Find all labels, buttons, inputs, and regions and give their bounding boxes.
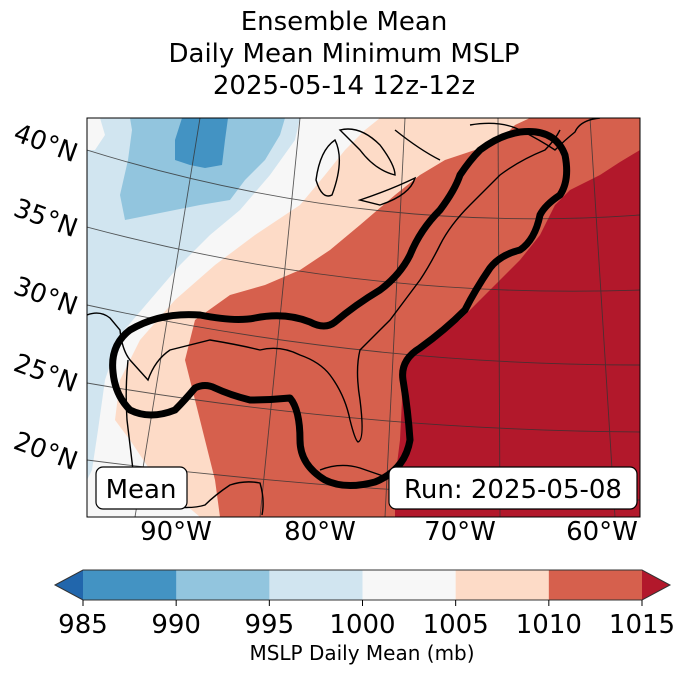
field-1015-plus [395, 150, 640, 517]
title-line-1: Ensemble Mean [240, 7, 448, 37]
colorbar-segment-1000-1005 [362, 570, 457, 600]
lat-label-40: 40°N [10, 118, 82, 169]
colorbar-extend-under [55, 570, 83, 600]
field-985-990 [175, 118, 228, 168]
mean-label: Mean [106, 475, 177, 505]
colorbar-tick-label-990: 990 [151, 610, 201, 640]
coastline-canada-maritimes [469, 118, 601, 151]
lat-label-25: 25°N [10, 348, 82, 399]
coastline-great-lakes [315, 128, 441, 206]
colorbar-segment-995-1000 [269, 570, 363, 600]
map-panel [87, 118, 640, 517]
colorbar-segment-990-995 [176, 570, 270, 600]
gridline-lat-40 [87, 149, 640, 220]
coastline-us-east-gulf [87, 129, 561, 443]
colorbar-tick-label-1000: 1000 [329, 610, 395, 640]
lon-label-80w: 80°W [284, 517, 356, 547]
lat-label-20: 20°N [10, 426, 82, 477]
title-line-3: 2025-05-14 12z-12z [212, 71, 476, 101]
map-frame [86, 117, 641, 518]
colorbar-segment-1010-1015 [548, 570, 643, 600]
run-label: Run: 2025-05-08 [404, 475, 622, 505]
lon-label-60w: 60°W [566, 517, 638, 547]
colorbar-segment-1005-1010 [455, 570, 550, 600]
gridline-lon-65 [589, 118, 616, 517]
colorbar-tick-label-1010: 1010 [516, 610, 582, 640]
lon-label-90w: 90°W [140, 517, 212, 547]
gridline-lat-35 [87, 226, 640, 292]
title-line-2: Daily Mean Minimum MSLP [168, 39, 520, 69]
mean-label-box: Mean [95, 466, 188, 510]
colorbar-extend-over [642, 570, 670, 600]
lat-label-35: 35°N [10, 193, 82, 244]
run-label-box: Run: 2025-05-08 [388, 466, 638, 510]
colorbar-tick-label-1005: 1005 [423, 610, 489, 640]
lat-label-30: 30°N [10, 271, 82, 322]
field-990-995 [120, 118, 285, 220]
coastlines [87, 118, 601, 516]
colorbar-label: MSLP Daily Mean (mb) [249, 641, 474, 665]
lon-label-70w: 70°W [424, 517, 496, 547]
colorbar-segment-985-990 [83, 570, 177, 600]
colorbar: 985 990 995 1000 1005 1010 1015 MSLP Daily Mea… [53, 569, 675, 665]
colorbar-tick-label-985: 985 [58, 610, 108, 640]
coastline-mexico-yucatan [125, 359, 264, 516]
colorbar-tick-label-1015: 1015 [609, 610, 675, 640]
contour-outline [109, 127, 571, 489]
colorbar-tick-label-995: 995 [245, 610, 295, 640]
gridline-lon-70 [497, 118, 501, 517]
